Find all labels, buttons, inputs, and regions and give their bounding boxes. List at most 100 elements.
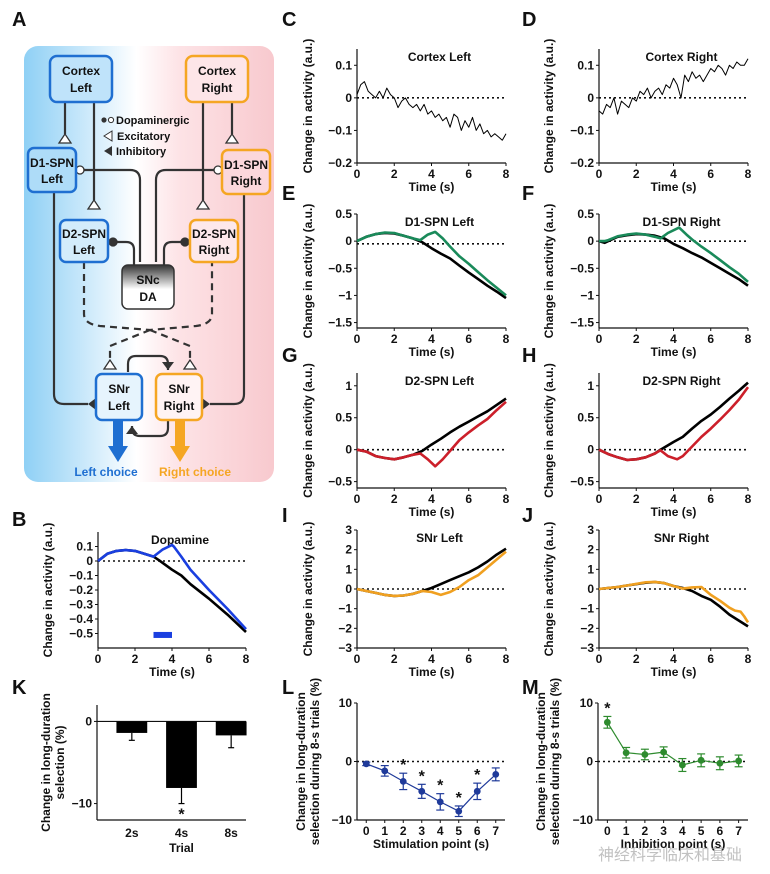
x-tick-label: 8 bbox=[503, 167, 510, 181]
x-tick-label: 6 bbox=[206, 652, 213, 666]
y-tick-label: 0 bbox=[587, 91, 594, 105]
x-tick-label: 8 bbox=[243, 652, 250, 666]
chart-title: Dopamine bbox=[151, 533, 209, 547]
excitatory-terminals bbox=[57, 132, 240, 370]
svg-text:D1-SPN: D1-SPN bbox=[30, 156, 74, 170]
x-tick-label: 4 bbox=[428, 167, 435, 181]
y-axis-label: Change in activity (a.u.) bbox=[41, 523, 55, 658]
inhibitory-terminals bbox=[88, 362, 210, 434]
svg-text:Left: Left bbox=[41, 172, 63, 186]
node-d1-spn-right: D1-SPN Right bbox=[220, 148, 272, 196]
y-tick-label: 0 bbox=[345, 755, 352, 769]
x-tick-label: 2 bbox=[633, 652, 640, 666]
right-choice-label: Right choice bbox=[159, 465, 231, 479]
y-tick-label: 0.1 bbox=[335, 58, 352, 72]
panel-label-e: E bbox=[282, 183, 295, 205]
y-tick-label: 0 bbox=[345, 91, 352, 105]
x-axis-label: Stimulation point (s) bbox=[373, 837, 489, 851]
y-tick-label: −1 bbox=[338, 288, 352, 302]
x-tick-label: 0 bbox=[596, 652, 603, 666]
data-point bbox=[418, 787, 426, 795]
x-tick-label: 0 bbox=[604, 824, 611, 838]
x-tick-label: 6 bbox=[465, 492, 472, 506]
x-tick-label: 7 bbox=[735, 824, 742, 838]
data-point bbox=[381, 767, 389, 775]
svg-text:Left: Left bbox=[70, 81, 92, 95]
y-tick-label: 0 bbox=[587, 582, 594, 596]
y-tick-label: 0 bbox=[85, 714, 92, 728]
left-choice-label: Left choice bbox=[74, 465, 138, 479]
y-tick-label: −10 bbox=[573, 813, 594, 827]
svg-text:D1-SPN: D1-SPN bbox=[224, 158, 268, 172]
y-axis-label: selection (%) bbox=[53, 725, 67, 799]
series-line-stimulation bbox=[356, 400, 507, 468]
data-point bbox=[716, 759, 724, 767]
legend-dopaminergic: Dopaminergic bbox=[116, 115, 189, 127]
x-tick-label: 1 bbox=[381, 824, 388, 838]
y-tick-label: −0.5 bbox=[570, 261, 594, 275]
significance-marker: * bbox=[178, 807, 185, 824]
x-tick-label: 8 bbox=[503, 492, 510, 506]
y-tick-label: 0 bbox=[345, 234, 352, 248]
x-tick-label: 2 bbox=[633, 492, 640, 506]
x-tick-label: 2 bbox=[391, 492, 398, 506]
inhibitory-legend-icon bbox=[104, 146, 112, 156]
svg-text:D2-SPN: D2-SPN bbox=[192, 227, 236, 241]
y-tick-label: −1 bbox=[580, 602, 594, 616]
x-tick-label: 6 bbox=[465, 167, 472, 181]
x-axis-label: Time (s) bbox=[409, 345, 455, 359]
panel-label-i: I bbox=[282, 505, 288, 527]
x-tick-label: 4 bbox=[437, 824, 444, 838]
y-tick-label: 1 bbox=[587, 379, 594, 393]
x-tick-label: 6 bbox=[707, 332, 714, 346]
data-point bbox=[622, 749, 630, 757]
y-tick-label: 0.1 bbox=[577, 58, 594, 72]
y-axis-label: Change in long-duration bbox=[294, 692, 308, 831]
bar bbox=[215, 721, 247, 736]
y-tick-label: −0.1 bbox=[570, 123, 594, 137]
left-choice-arrow bbox=[108, 420, 128, 462]
diagram-background bbox=[24, 46, 274, 482]
x-tick-label: 0 bbox=[596, 492, 603, 506]
svg-text:SNr: SNr bbox=[168, 382, 190, 396]
data-point bbox=[473, 787, 481, 795]
x-tick-label: 4 bbox=[428, 492, 435, 506]
significance-marker: * bbox=[456, 790, 463, 807]
significance-marker: * bbox=[474, 767, 481, 784]
y-tick-label: 0 bbox=[345, 582, 352, 596]
x-axis-label: Time (s) bbox=[149, 665, 195, 679]
x-tick-label: 8 bbox=[503, 652, 510, 666]
y-tick-label: −10 bbox=[72, 797, 93, 811]
x-tick-label: 8 bbox=[503, 332, 510, 346]
x-tick-label: 6 bbox=[707, 167, 714, 181]
svg-text:SNr: SNr bbox=[108, 382, 130, 396]
data-point bbox=[735, 757, 743, 765]
y-tick-label: −0.5 bbox=[570, 475, 594, 489]
x-tick-label: 0 bbox=[354, 652, 361, 666]
y-tick-label: −0.2 bbox=[69, 583, 93, 597]
y-tick-label: 0 bbox=[86, 554, 93, 568]
significance-marker: * bbox=[419, 768, 426, 785]
y-tick-label: 0 bbox=[587, 234, 594, 248]
y-tick-label: −1.5 bbox=[328, 316, 352, 330]
x-tick-label: 0 bbox=[354, 332, 361, 346]
x-tick-label: 1 bbox=[623, 824, 630, 838]
y-axis-label: Change in activity (a.u.) bbox=[542, 363, 556, 498]
x-tick-label: 8 bbox=[745, 332, 752, 346]
x-tick-label: 0 bbox=[596, 332, 603, 346]
svg-text:Left: Left bbox=[73, 243, 95, 257]
x-axis-label: Trial bbox=[169, 841, 194, 855]
panel-label-m: M bbox=[522, 677, 539, 699]
series-line-stimulation bbox=[366, 763, 497, 812]
x-tick-label: 2 bbox=[391, 652, 398, 666]
x-tick-label: 6 bbox=[717, 824, 724, 838]
legend-inhibitory: Inhibitory bbox=[116, 146, 167, 158]
chart-title: Cortex Right bbox=[646, 50, 718, 64]
y-tick-label: −0.1 bbox=[328, 123, 352, 137]
series-line-control bbox=[97, 548, 247, 633]
